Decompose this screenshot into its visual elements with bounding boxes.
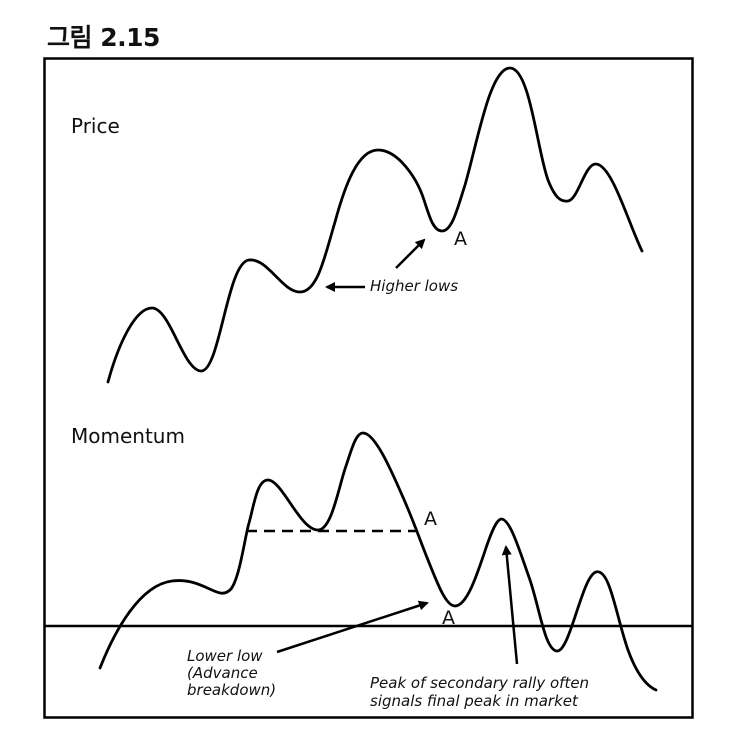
- momentum-curve: [98, 431, 658, 692]
- price-panel-label: Price: [71, 114, 120, 138]
- lower-low-arrow: [276, 600, 429, 654]
- price-point-a-label: A: [454, 228, 467, 250]
- lower-low-line-1: Lower low: [187, 647, 263, 665]
- peak-note: Peak of secondary rally often signals fi…: [370, 674, 594, 710]
- peak-arrow: [501, 545, 519, 665]
- momentum-point-a-upper-label: A: [424, 508, 437, 530]
- higher-lows-arrow-up: [395, 238, 426, 269]
- lower-low-line-3: breakdown): [187, 681, 276, 699]
- price-curve: [106, 66, 644, 384]
- figure-title: 그림 2.15: [47, 23, 160, 52]
- momentum-point-a-lower-label: A: [442, 607, 455, 629]
- diagram-frame: [43, 57, 694, 719]
- peak-note-line-2: signals final peak in market: [370, 692, 579, 710]
- momentum-panel-label: Momentum: [71, 424, 185, 448]
- lower-low-note: Lower low (Advance breakdown): [187, 647, 276, 699]
- higher-lows-label: Higher lows: [370, 277, 458, 295]
- lower-low-line-2: (Advance: [187, 664, 258, 682]
- peak-note-line-1: Peak of secondary rally often: [370, 674, 589, 692]
